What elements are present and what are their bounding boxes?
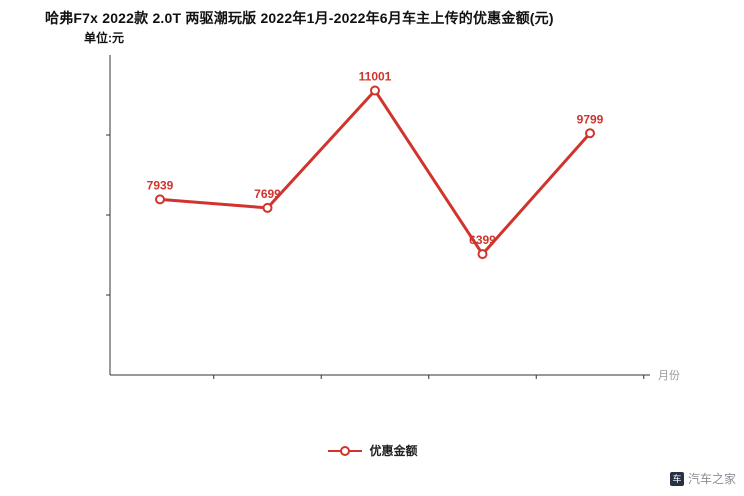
data-point-label: 9799 (577, 112, 604, 126)
data-point[interactable] (262, 202, 273, 213)
series-line (158, 89, 592, 256)
data-point-label: 7939 (147, 178, 174, 192)
watermark-autohome: 车 汽车之家 (669, 470, 736, 487)
autohome-logo-icon: 车 (669, 471, 684, 486)
x-axis-end-label: 月份 (658, 369, 680, 382)
data-point[interactable] (477, 249, 488, 260)
chart-title: 哈弗F7x 2022款 2.0T 两驱潮玩版 2022年1月-2022年6月车主… (45, 10, 554, 26)
data-point-label: 7699 (254, 187, 281, 201)
legend-label: 优惠金额 (369, 444, 418, 458)
watermark-text: 汽车之家 (687, 472, 736, 486)
legend: 优惠金额 (0, 442, 744, 459)
data-point[interactable] (585, 128, 595, 139)
legend-marker-icon (328, 445, 363, 456)
data-point-label: 6399 (469, 233, 496, 247)
legend-item-price[interactable]: 优惠金额 (326, 442, 418, 459)
data-point-label: 11001 (359, 70, 392, 84)
data-point[interactable] (155, 194, 165, 205)
line-chart-plot: 7939 7699 11001 6399 9799 月份 (106, 55, 680, 382)
y-axis-unit-label: 单位:元 (84, 31, 124, 45)
data-point[interactable] (370, 85, 380, 96)
